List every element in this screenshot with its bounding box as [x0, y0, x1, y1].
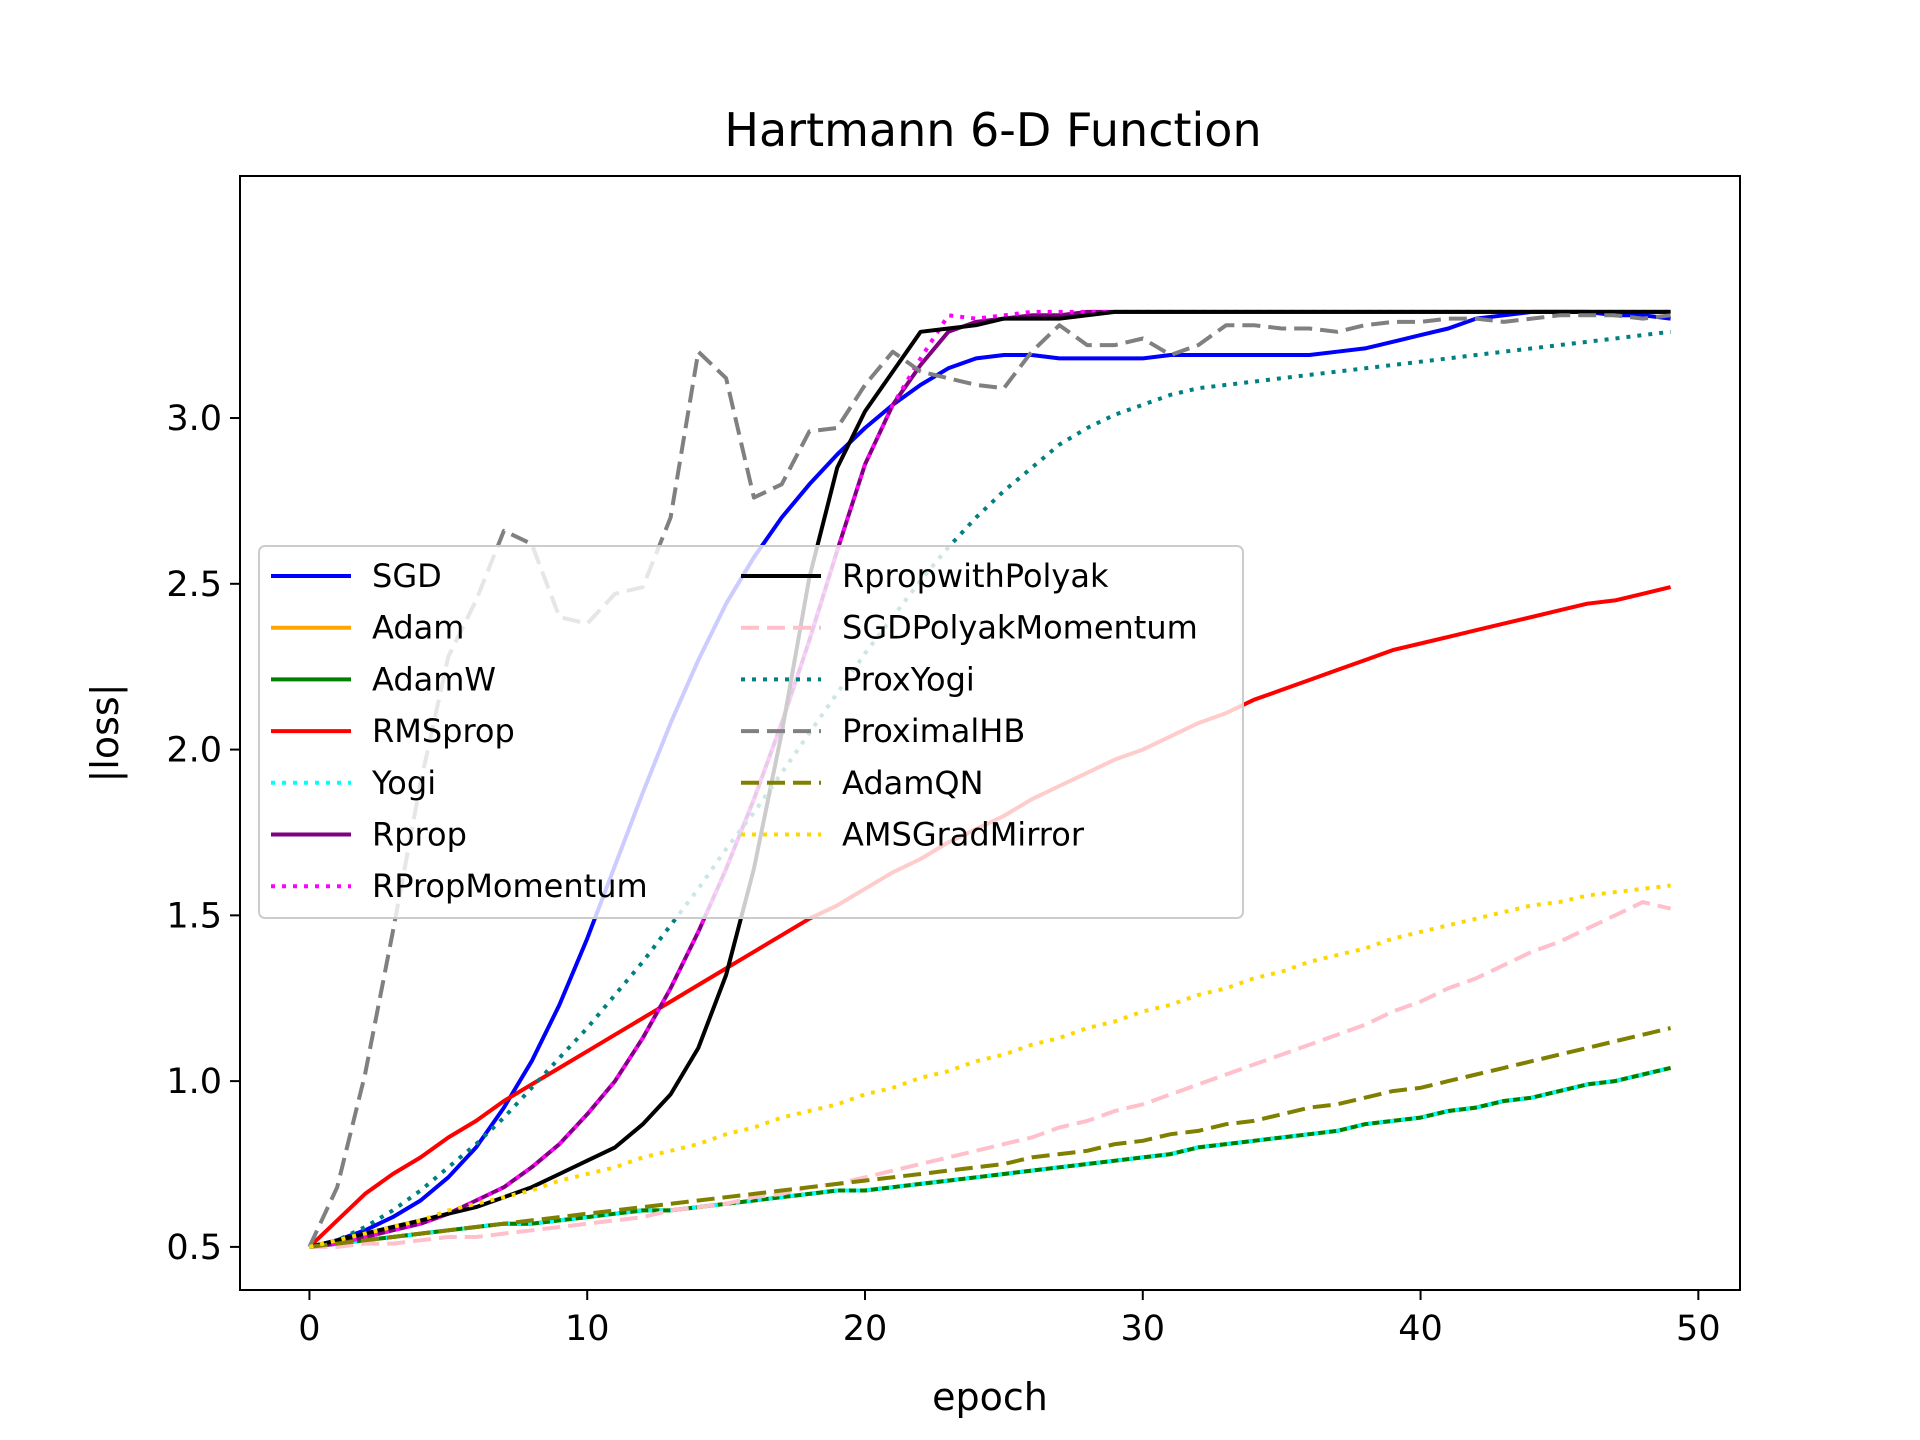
series-line-sgd — [308, 309, 1671, 1249]
series-line-rpropwithpolyak — [308, 309, 1671, 1249]
y-axis: 0.5 1.0 1.5 2.0 2.5 3.0 — [166, 399, 240, 1268]
x-tick-label: 50 — [1676, 1309, 1721, 1349]
legend-label: Rprop — [372, 816, 467, 854]
x-axis: 0 10 20 30 40 50 — [298, 1290, 1721, 1349]
legend-label: RPropMomentum — [372, 867, 648, 905]
x-tick-label: 10 — [565, 1309, 610, 1349]
legend-label: AdamQN — [842, 764, 984, 802]
legend-label: ProximalHB — [842, 712, 1025, 750]
x-tick-label: 40 — [1398, 1309, 1443, 1349]
legend-label: Yogi — [371, 764, 436, 802]
legend-label: RMSprop — [372, 712, 515, 750]
chart-title: Hartmann 6-D Function — [724, 103, 1261, 157]
legend: SGD Adam AdamW RMSprop Yogi Rprop RPropMomentu… — [258, 545, 1244, 919]
y-tick-label: 2.0 — [166, 731, 222, 771]
x-axis-label: epoch — [932, 1375, 1048, 1419]
legend-label: SGDPolyakMomentum — [842, 609, 1198, 647]
series-line-proxyogi — [308, 329, 1671, 1249]
legend-label: Adam — [372, 609, 464, 647]
legend-label: SGD — [372, 557, 442, 595]
y-tick-label: 3.0 — [166, 399, 222, 439]
x-tick-label: 30 — [1121, 1309, 1166, 1349]
series-line-amsgradmirror — [308, 883, 1671, 1249]
y-tick-label: 2.5 — [166, 565, 222, 605]
x-tick-label: 20 — [843, 1309, 888, 1349]
series-line-adamqn — [309, 1026, 1672, 1249]
y-tick-label: 1.5 — [166, 896, 222, 936]
legend-label: RpropwithPolyak — [842, 557, 1109, 595]
y-tick-label: 0.5 — [166, 1228, 222, 1268]
legend-label: AMSGradMirror — [842, 816, 1085, 854]
plot-frame — [239, 175, 1741, 1291]
y-axis-label: |loss| — [83, 683, 128, 782]
legend-label: ProxYogi — [842, 660, 975, 698]
y-tick-label: 1.0 — [166, 1062, 222, 1102]
series-line-yogi — [309, 1065, 1672, 1249]
x-tick-label: 0 — [298, 1309, 320, 1349]
series-line-sgdpolyakmomentum — [309, 900, 1672, 1249]
legend-label: AdamW — [372, 660, 496, 698]
